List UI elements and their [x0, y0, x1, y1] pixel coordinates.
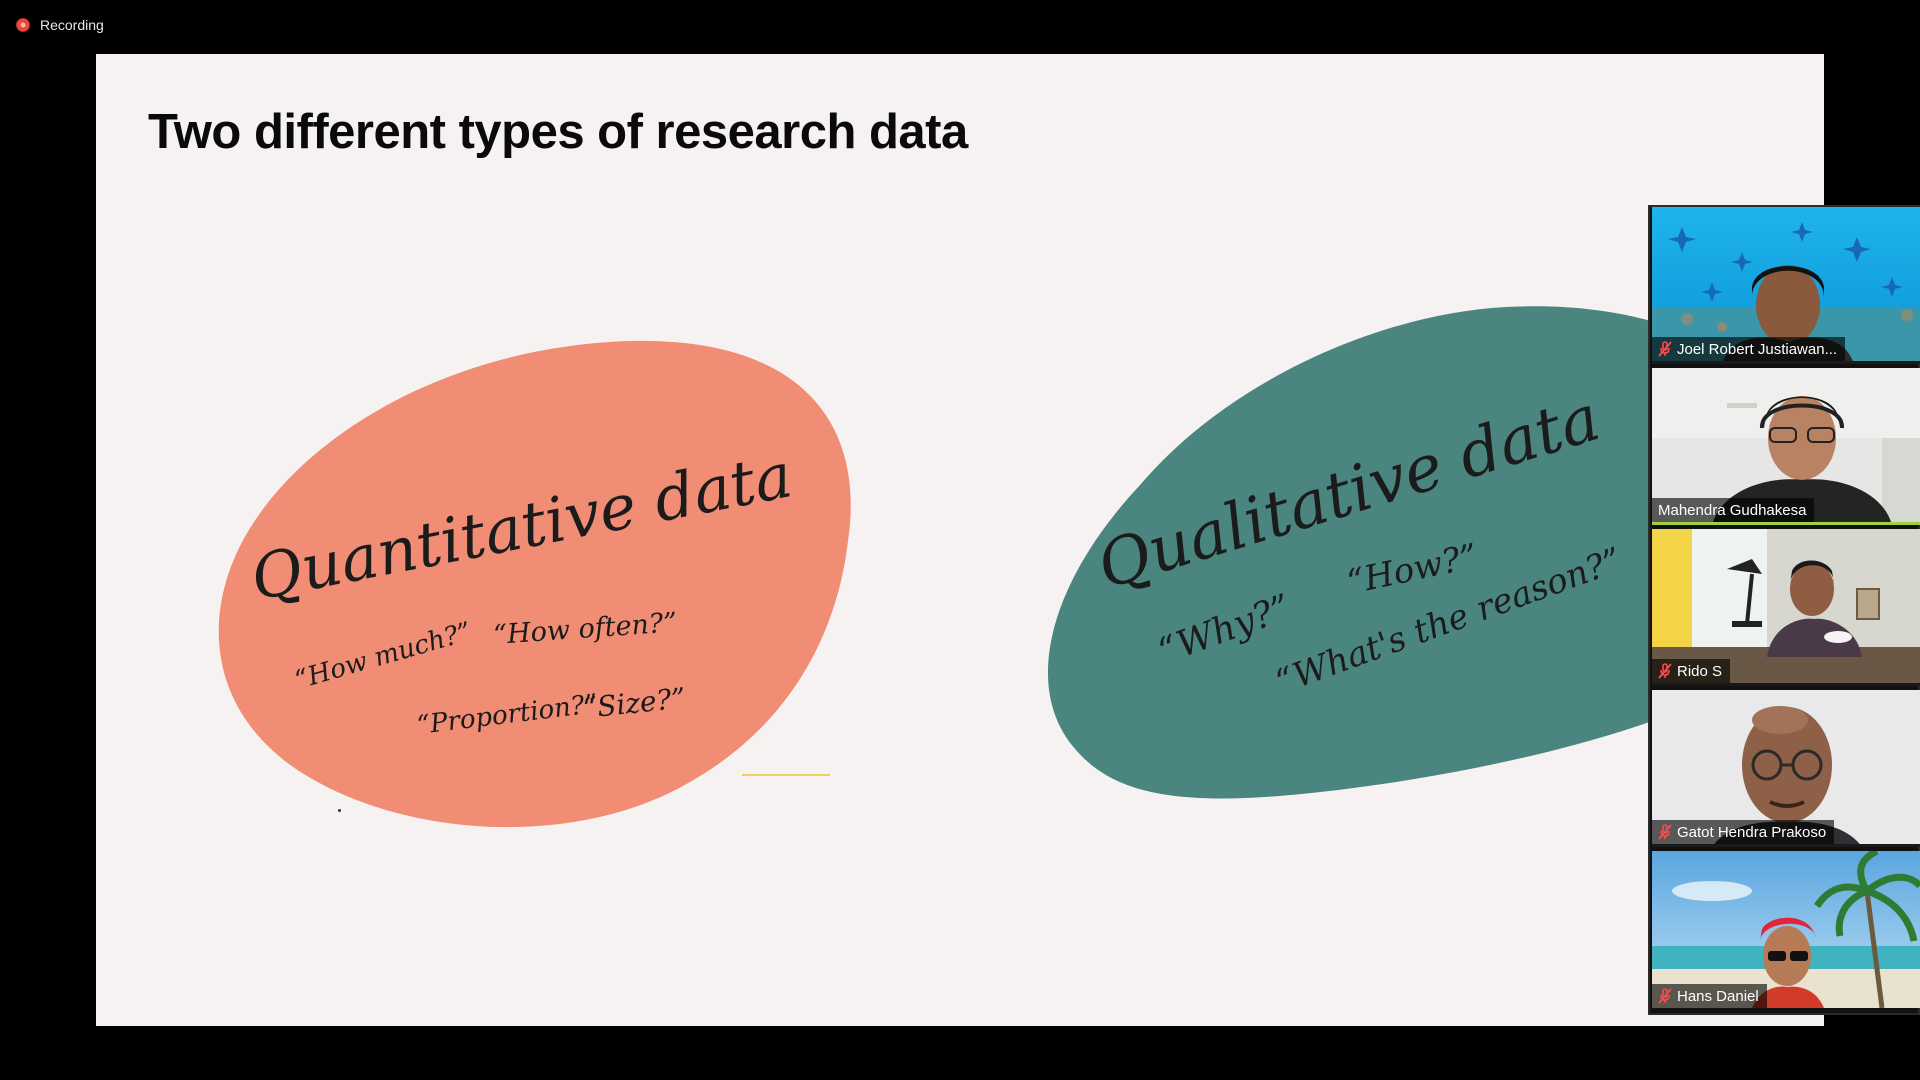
participant-name: Mahendra Gudhakesa: [1658, 501, 1807, 519]
quantitative-blob: [218, 340, 851, 828]
slide-illustration: Quantitative data “How much?” “How often…: [218, 306, 1796, 828]
accent-line: [742, 774, 830, 776]
shared-slide: Two different types of research data Qua…: [96, 54, 1824, 1026]
participant-nameplate: Rido S: [1652, 659, 1731, 683]
participant-nameplate: Gatot Hendra Prakoso: [1652, 820, 1835, 844]
recording-dot-icon: [16, 18, 30, 32]
video-tile-rido[interactable]: Rido S: [1652, 529, 1920, 686]
participant-nameplate: Mahendra Gudhakesa: [1652, 498, 1815, 522]
participant-gallery[interactable]: Joel Robert Justiawan... Mahendra Gudhak…: [1648, 205, 1920, 1015]
recording-label: Recording: [40, 17, 104, 33]
participant-name: Gatot Hendra Prakoso: [1677, 823, 1827, 841]
qualitative-blob: [1047, 306, 1796, 799]
microphone-off-icon: [1658, 341, 1672, 357]
video-feed: [1652, 851, 1920, 1008]
video-tile-joel[interactable]: Joel Robert Justiawan...: [1652, 207, 1920, 364]
microphone-off-icon: [1658, 988, 1672, 1004]
participant-nameplate: Joel Robert Justiawan...: [1652, 337, 1846, 361]
participant-name: Hans Daniel: [1677, 987, 1759, 1005]
slide-title: Two different types of research data: [148, 105, 968, 159]
participant-nameplate: Hans Daniel: [1652, 984, 1767, 1008]
video-feed: [1652, 368, 1920, 522]
video-tile-gatot[interactable]: Gatot Hendra Prakoso: [1652, 690, 1920, 847]
video-tile-hans[interactable]: Hans Daniel: [1652, 851, 1920, 1008]
microphone-off-icon: [1658, 663, 1672, 679]
participant-name: Rido S: [1677, 662, 1723, 680]
microphone-off-icon: [1658, 824, 1672, 840]
recording-indicator[interactable]: Recording: [16, 14, 104, 36]
participant-name: Joel Robert Justiawan...: [1677, 340, 1838, 358]
video-tile-mahendra[interactable]: Mahendra Gudhakesa: [1652, 368, 1920, 525]
stray-mark: [338, 809, 341, 812]
